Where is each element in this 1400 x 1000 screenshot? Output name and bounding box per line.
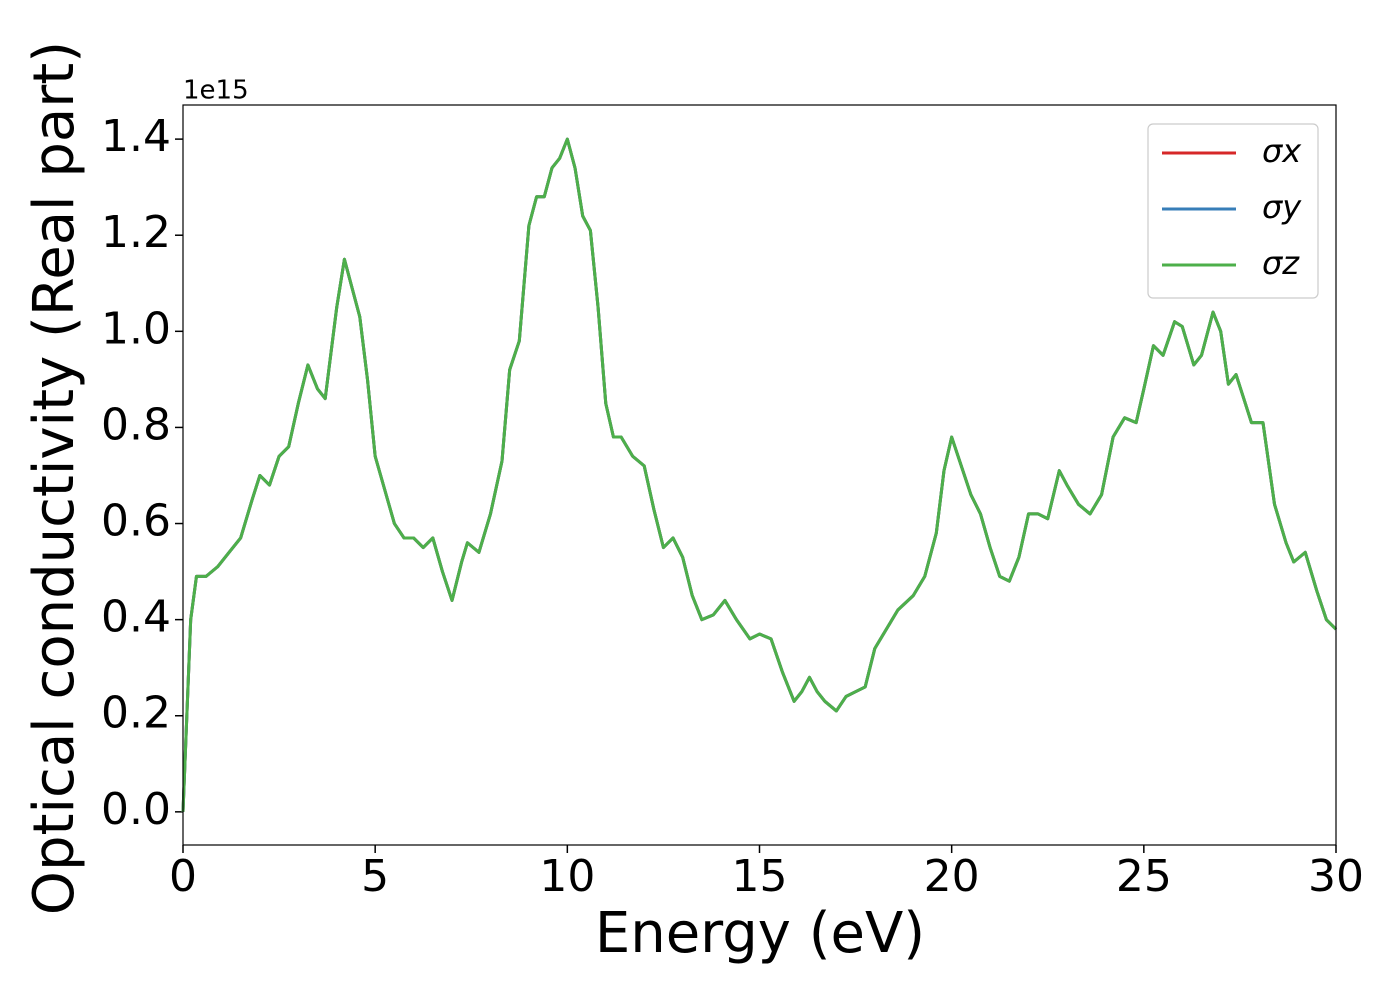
plot-frame <box>182 104 1337 846</box>
data-line <box>181 137 1338 812</box>
x-tick-label: 20 <box>924 851 980 902</box>
legend-label: σy <box>1262 188 1302 226</box>
x-tick-label: 25 <box>1116 851 1172 902</box>
legend-label: σz <box>1262 244 1300 282</box>
legend-box <box>1147 123 1319 299</box>
y-tick-label: 1.4 <box>101 111 171 162</box>
legend-label: σx <box>1262 132 1302 170</box>
y-tick-label: 0.8 <box>101 399 171 450</box>
x-tick-label: 0 <box>169 851 197 902</box>
y-tick-label: 1.0 <box>101 303 171 354</box>
y-tick-label: 0.6 <box>101 496 171 547</box>
x-tick-label: 10 <box>539 851 595 902</box>
y-tick-label: 0.4 <box>101 592 171 643</box>
y-tick-label: 0.0 <box>101 784 171 835</box>
y-axis-label: Optical conductivity (Real part) <box>22 41 87 915</box>
x-tick-label: 30 <box>1308 851 1364 902</box>
x-tick-label: 15 <box>732 851 788 902</box>
x-tick-label: 5 <box>361 851 389 902</box>
offset-text: 1e15 <box>183 76 249 106</box>
y-tick-label: 0.2 <box>101 688 171 739</box>
x-axis-label: Energy (eV) <box>595 901 925 966</box>
y-tick-label: 1.2 <box>101 207 171 258</box>
